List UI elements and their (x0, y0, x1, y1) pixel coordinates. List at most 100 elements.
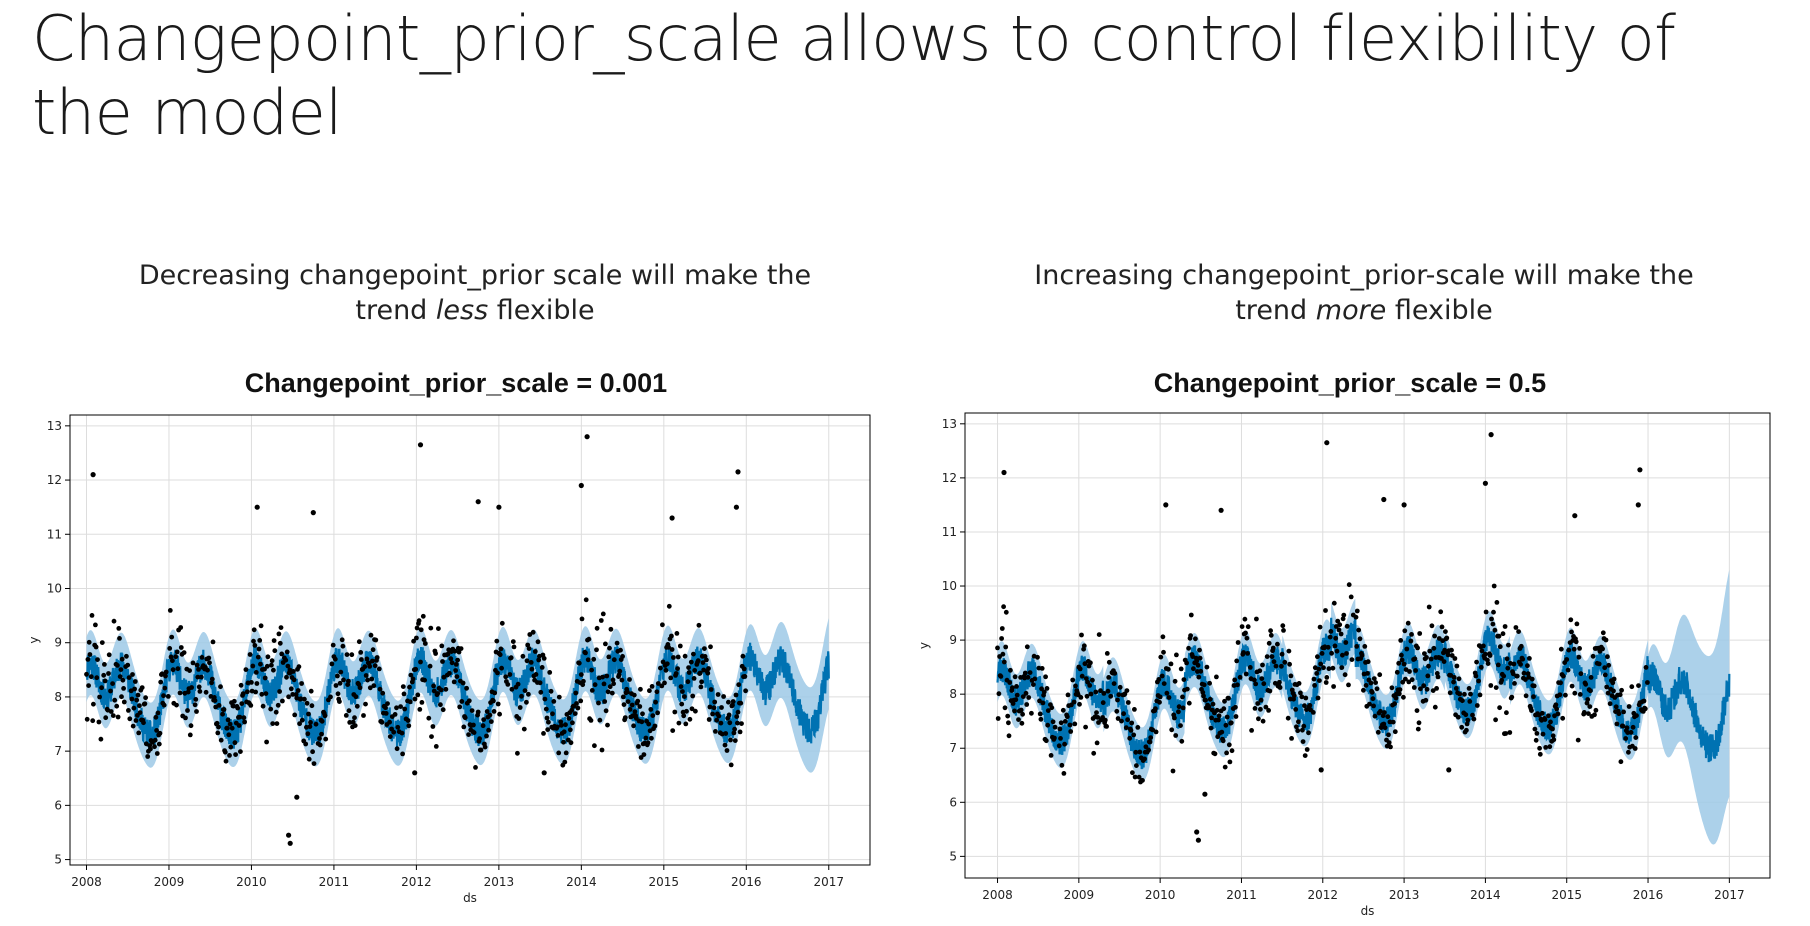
data-point (120, 677, 126, 683)
data-point (1031, 682, 1036, 687)
data-point (1466, 686, 1472, 691)
data-point (398, 704, 403, 709)
data-point (1439, 624, 1445, 630)
data-point (1527, 656, 1532, 661)
data-point (1634, 713, 1639, 718)
data-point (1222, 698, 1227, 704)
outlier-point (1381, 496, 1387, 503)
data-point (1518, 643, 1524, 649)
data-point (1314, 671, 1320, 676)
data-point (279, 651, 285, 657)
outlier-point (578, 482, 584, 489)
data-point (1258, 706, 1263, 712)
data-point (627, 677, 632, 682)
data-point (185, 708, 190, 713)
data-point (650, 713, 656, 718)
data-point (1048, 753, 1054, 758)
data-point (433, 744, 439, 749)
data-point (1417, 631, 1423, 636)
data-point (1400, 679, 1406, 685)
data-point (1079, 632, 1084, 638)
data-point (196, 684, 202, 690)
data-point (323, 736, 329, 742)
data-point (1539, 710, 1545, 716)
outlier-point (1635, 502, 1641, 508)
data-point (1039, 666, 1045, 671)
data-point (1065, 692, 1071, 698)
data-point (373, 637, 379, 643)
data-point (1404, 646, 1410, 652)
data-point (1533, 737, 1539, 743)
data-point (1585, 697, 1591, 702)
data-point (346, 678, 351, 684)
data-point (723, 731, 729, 736)
data-point (1401, 694, 1406, 700)
data-point (383, 711, 389, 716)
data-point (1209, 715, 1214, 721)
data-point (209, 676, 215, 682)
data-point (1267, 688, 1273, 694)
data-point (154, 751, 160, 756)
data-point (363, 673, 369, 678)
data-point (1412, 656, 1418, 662)
data-point (685, 679, 691, 685)
data-point (706, 717, 712, 722)
data-point (1551, 737, 1557, 743)
data-point (1483, 651, 1488, 657)
data-point (1237, 674, 1243, 680)
data-point (1643, 665, 1649, 670)
data-point (1300, 739, 1306, 744)
y-tick-label: 9 (54, 636, 62, 650)
data-point (111, 618, 117, 624)
data-point (554, 724, 560, 730)
data-point (153, 714, 159, 720)
data-point (1374, 686, 1380, 692)
data-point (507, 672, 513, 677)
data-point (561, 729, 567, 735)
data-point (443, 686, 449, 692)
data-point (649, 735, 654, 741)
data-point (1242, 616, 1248, 622)
data-point (1315, 695, 1321, 701)
data-point (1344, 651, 1349, 656)
data-point (291, 669, 296, 674)
data-point (1331, 600, 1337, 606)
data-point (691, 676, 697, 681)
data-point (1546, 713, 1551, 719)
data-point (157, 730, 163, 736)
data-point (495, 670, 500, 676)
data-point (163, 669, 169, 675)
data-point (387, 734, 393, 739)
data-point (240, 691, 246, 696)
right-caption-line1: Increasing changepoint_prior-scale will … (1034, 260, 1694, 291)
data-point (1208, 725, 1214, 731)
data-point (1323, 680, 1329, 685)
data-point (1323, 608, 1328, 613)
data-point (354, 703, 360, 709)
data-point (1301, 723, 1307, 729)
data-point (353, 694, 359, 700)
data-point (376, 666, 382, 672)
data-point (1465, 717, 1471, 723)
data-point (215, 730, 221, 736)
data-point (254, 681, 260, 686)
data-point (1128, 728, 1134, 733)
data-point (309, 703, 315, 709)
data-point (1361, 687, 1366, 693)
data-point (1146, 747, 1151, 753)
data-point (263, 691, 269, 696)
data-point (524, 658, 530, 664)
data-point (1592, 712, 1597, 718)
data-point (741, 666, 747, 672)
data-point (627, 707, 633, 712)
data-point (1332, 643, 1338, 649)
data-point (1001, 659, 1007, 665)
data-point (530, 629, 536, 635)
data-point (510, 639, 516, 644)
data-point (1277, 685, 1283, 690)
data-point (1258, 697, 1264, 703)
data-point (535, 639, 541, 645)
data-point (1553, 702, 1559, 708)
data-point (1153, 729, 1159, 735)
data-point (1129, 720, 1135, 726)
